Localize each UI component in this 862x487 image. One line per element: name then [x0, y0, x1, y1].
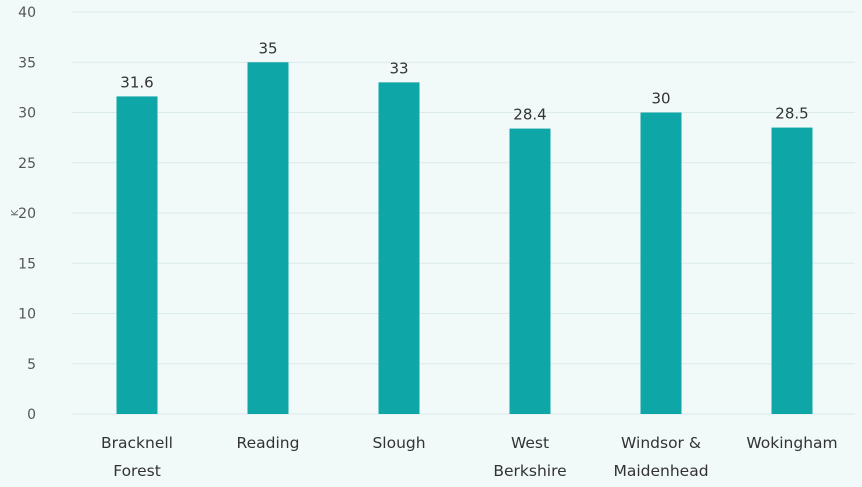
data-label: 30 [651, 90, 670, 108]
y-tick-label: 25 [18, 156, 36, 172]
data-label: 35 [258, 39, 277, 57]
data-label: 31.6 [120, 73, 153, 91]
data-label: 28.5 [775, 105, 808, 123]
y-tick-label: 20 [18, 206, 36, 222]
y-tick-label: 15 [18, 256, 36, 272]
gridlines [72, 11, 855, 415]
y-tick-label: 40 [18, 5, 36, 21]
data-labels: 31.6 35 33 28.4 30 28.5 [120, 39, 808, 123]
y-tick-label: 5 [27, 357, 36, 373]
bar [247, 62, 289, 414]
y-axis-ticks: 0 5 10 15 20 25 30 35 40 [18, 5, 36, 423]
bar [771, 127, 813, 414]
bar [378, 82, 420, 414]
data-label: 33 [389, 59, 408, 77]
y-tick-label: 35 [18, 55, 36, 71]
x-category-label: Slough [372, 434, 425, 452]
x-category-label: Reading [237, 434, 300, 452]
y-axis-label: K [10, 209, 21, 216]
bar [116, 96, 158, 415]
x-category-label: Bracknell Forest [101, 434, 173, 480]
y-tick-label: 30 [18, 106, 36, 122]
x-category-label: Windsor & Maidenhead [613, 434, 708, 480]
data-label: 28.4 [513, 106, 546, 124]
bar [640, 112, 682, 414]
x-category-label: Wokingham [746, 434, 837, 452]
y-tick-label: 10 [18, 307, 36, 323]
x-category-label: West Berkshire [493, 434, 566, 480]
bar [509, 128, 551, 414]
x-axis-categories: Bracknell Forest Reading Slough West Berkshir… [101, 434, 838, 480]
y-tick-label: 0 [27, 407, 36, 423]
bars [116, 62, 813, 415]
